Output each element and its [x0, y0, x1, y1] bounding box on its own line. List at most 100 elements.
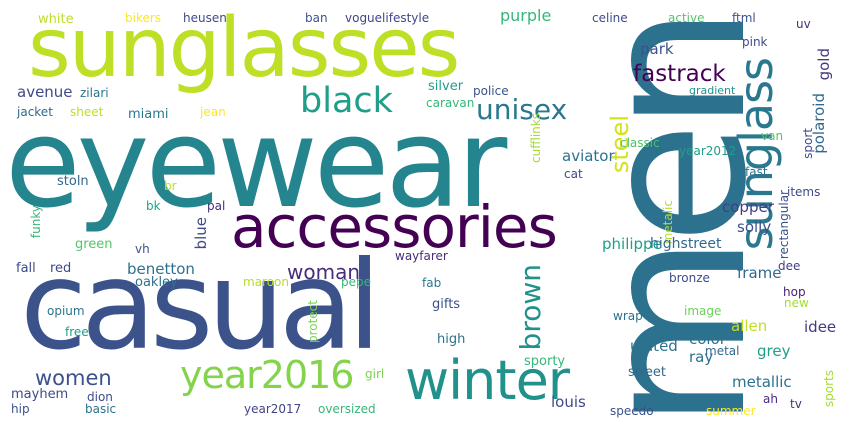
word-color: color	[689, 330, 726, 348]
word-louis: louis	[551, 393, 586, 411]
word-bk: bk	[146, 199, 161, 213]
word-metal: metal	[705, 344, 740, 358]
word-silver: silver	[428, 79, 464, 94]
word-oakley: oakley	[135, 275, 178, 290]
word-rectangular: rectangular	[777, 190, 791, 260]
word-ban: ban	[305, 11, 328, 25]
word-solly: solly	[737, 218, 772, 236]
word-fab: fab	[422, 276, 442, 290]
word-purple: purple	[500, 6, 552, 25]
word-bikers: bikers	[125, 11, 162, 25]
word-jacket: jacket	[17, 105, 53, 119]
word-jean: jean	[200, 105, 226, 119]
word-caravan: caravan	[426, 96, 475, 110]
word-accessories: accessories	[231, 193, 558, 261]
word-red: red	[50, 261, 72, 276]
word-voguelifestyle: voguelifestyle	[345, 11, 430, 25]
word-street: street	[628, 365, 667, 380]
word-oversized: oversized	[318, 402, 376, 416]
word-stoln: stoln	[57, 174, 89, 189]
word-zilari: zilari	[80, 86, 109, 100]
word-year2017: year2017	[244, 402, 302, 416]
word-protect: protect	[306, 300, 320, 344]
word-maroon: maroon	[243, 275, 290, 289]
word-white: white	[38, 12, 74, 27]
word-metallic: metallic	[732, 373, 792, 391]
word-pink: pink	[742, 35, 768, 49]
word-lp: lp	[681, 164, 692, 178]
word-eyewear: eyewear	[5, 93, 507, 236]
word-hop: hop	[783, 285, 806, 299]
word-winter: winter	[405, 349, 570, 412]
word-women: women	[35, 366, 112, 390]
word-image: image	[684, 304, 722, 318]
word-ray: ray	[689, 348, 714, 366]
word-philippe: philippe	[602, 235, 662, 253]
word-benetton: benetton	[127, 260, 195, 278]
word-pal: pal	[207, 199, 226, 213]
word-grey: grey	[757, 342, 791, 360]
word-uv: uv	[796, 17, 811, 31]
word-avenue: avenue	[17, 83, 73, 101]
word-aviator: aviator	[562, 147, 615, 165]
word-united: united	[630, 337, 678, 355]
word-woman: woman	[287, 260, 361, 284]
word-dee: dee	[778, 259, 801, 273]
word-cufflinks: cufflinks	[529, 113, 543, 163]
word-sports: sports	[822, 370, 836, 408]
word-free: free	[65, 325, 89, 339]
word-sport: sport	[801, 128, 815, 159]
word-celine: celine	[592, 11, 628, 25]
word-frame: frame	[737, 264, 782, 282]
word-new: new	[784, 296, 809, 310]
word-items: items	[787, 185, 821, 199]
word-dion: dion	[87, 390, 113, 404]
word-van: van	[761, 129, 784, 143]
word-speedo: speedo	[610, 404, 654, 418]
word-pepe: pepe	[341, 275, 371, 289]
word-fast: fast	[745, 165, 768, 179]
word-funky: funky	[29, 205, 43, 239]
word-park: park	[640, 40, 674, 58]
word-sunglasses: sunglasses	[28, 1, 460, 96]
word-casual: casual	[20, 235, 381, 377]
word-bronze: bronze	[669, 271, 710, 285]
word-highstreet: highstreet	[650, 236, 722, 252]
word-active: active	[668, 11, 705, 25]
word-hip: hip	[11, 402, 30, 416]
word-sporty: sporty	[524, 354, 566, 369]
word-allen: allen	[731, 317, 768, 335]
word-ah: ah	[763, 392, 778, 406]
word-wayfarer: wayfarer	[395, 249, 448, 263]
word-cat: cat	[564, 167, 583, 181]
word-ftml: ftml	[732, 11, 756, 25]
word-wrap: wrap	[613, 309, 643, 323]
word-police: police	[473, 84, 509, 98]
word-fall: fall	[16, 261, 36, 276]
word-tv: tv	[790, 397, 802, 411]
word-brown: brown	[514, 264, 547, 351]
word-idee: idee	[804, 318, 837, 336]
word-sheet: sheet	[70, 105, 104, 119]
word-classic: classic	[620, 136, 660, 150]
word-vh: vh	[135, 242, 150, 256]
word-year2012: year2012	[679, 144, 737, 158]
word-miami: miami	[128, 107, 169, 122]
word-girl: girl	[365, 367, 385, 381]
word-copper: copper	[722, 198, 774, 216]
word-unisex: unisex	[476, 93, 568, 126]
word-gifts: gifts	[432, 297, 461, 312]
word-year2016: year2016	[180, 353, 354, 397]
word-gold: gold	[815, 48, 833, 81]
word-fastrack: fastrack	[633, 61, 726, 87]
word-mayhem: mayhem	[11, 387, 69, 402]
word-gradient: gradient	[689, 84, 736, 97]
word-basic: basic	[85, 402, 117, 416]
word-green: green	[75, 237, 113, 252]
word-heusen: heusen	[183, 11, 227, 25]
word-black: black	[300, 81, 393, 121]
word-summer: summer	[706, 404, 756, 418]
word-blue: blue	[192, 217, 210, 250]
word-opium: opium	[47, 304, 85, 318]
